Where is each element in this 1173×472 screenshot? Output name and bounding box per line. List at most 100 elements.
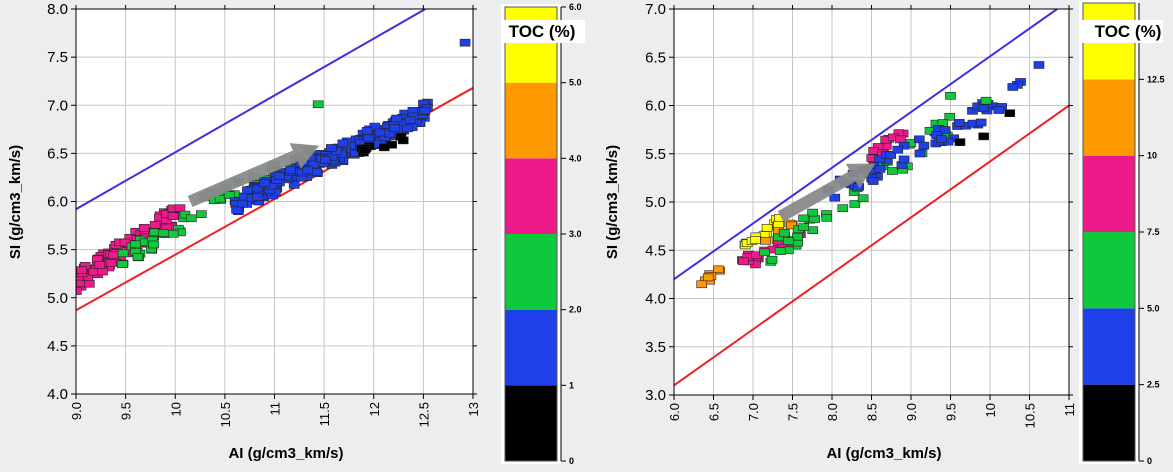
data-point	[798, 214, 809, 223]
x-tick-label: 12	[367, 402, 382, 416]
colorbar-title-plate	[501, 20, 585, 43]
upper-bound-line	[76, 9, 426, 211]
data-point	[326, 144, 337, 152]
data-point	[792, 232, 803, 241]
data-point	[887, 167, 898, 175]
data-point	[231, 205, 242, 214]
data-point	[954, 119, 965, 127]
data-point	[389, 124, 400, 133]
data-point	[913, 135, 925, 144]
data-point	[786, 221, 797, 230]
data-point	[975, 118, 987, 127]
colorbar-band	[505, 309, 557, 386]
data-point	[713, 265, 724, 274]
data-point	[105, 259, 117, 267]
data-point	[798, 223, 809, 231]
data-point	[148, 240, 159, 249]
x-tick-label: 6.5	[707, 403, 722, 421]
x-tick-label: 9.5	[944, 403, 959, 421]
colorbar-title: TOC (%)	[1095, 22, 1162, 41]
colorbar-frame	[1082, 2, 1136, 462]
data-point	[459, 38, 471, 47]
colorbar-band	[505, 234, 557, 310]
x-tick-label: 10.5	[1023, 403, 1038, 428]
y-tick-label: 7.5	[47, 49, 68, 66]
x-tick-label: 6.0	[667, 403, 682, 421]
colorbar-tick-label: 10	[1147, 151, 1157, 161]
colorbar-band	[1083, 232, 1135, 309]
chart-left: 9.0 9.5 10 10.5 11 11.5 12 12.5 13 4.0 4.5 5.0 5.5 6.…	[7, 1, 481, 462]
colorbar-tick-label: 3.0	[569, 229, 582, 239]
data-point	[807, 226, 819, 234]
data-point	[778, 228, 790, 237]
data-point	[837, 204, 849, 212]
data-point	[954, 138, 966, 146]
data-point	[1007, 83, 1019, 91]
x-tick-label: 12.5	[416, 402, 431, 427]
data-point	[696, 280, 707, 289]
data-point	[237, 199, 248, 208]
data-point	[288, 181, 300, 189]
data-point	[186, 214, 197, 223]
data-point	[892, 145, 904, 154]
data-point	[760, 237, 771, 245]
data-point	[242, 186, 253, 195]
data-point	[273, 171, 285, 180]
data-point	[874, 155, 885, 164]
data-point	[1033, 61, 1045, 69]
y-tick-label: 4.5	[47, 338, 68, 355]
data-point	[918, 141, 930, 150]
data-point	[119, 238, 131, 247]
y-tick-label: 4.0	[645, 291, 666, 308]
colorbar-tick-label: 12.5	[1147, 74, 1165, 84]
y-axis-label: SI (g/cm3_km/s)	[7, 145, 24, 259]
x-axis-label: AI (g/cm3_km/s)	[228, 445, 343, 462]
data-point	[702, 273, 714, 282]
data-point	[174, 204, 186, 212]
data-point	[251, 184, 263, 193]
data-point	[829, 193, 841, 202]
data-point	[807, 208, 818, 217]
y-tick-label: 6.0	[645, 98, 666, 115]
data-point	[312, 100, 324, 109]
y-tick-label: 4.0	[47, 386, 68, 403]
x-tick-label: 8.0	[825, 403, 840, 421]
data-point	[993, 106, 1005, 114]
data-point	[195, 210, 207, 218]
data-point	[397, 136, 409, 145]
data-point	[108, 251, 119, 259]
data-point	[149, 221, 161, 229]
colorbar-band	[505, 385, 557, 461]
data-point	[130, 240, 141, 249]
x-tick-label: 8.5	[865, 403, 880, 421]
data-point	[978, 104, 989, 112]
data-point	[898, 155, 910, 164]
x-tick-label: 7.5	[786, 403, 801, 421]
data-point	[361, 127, 373, 135]
data-point	[320, 155, 331, 164]
data-point	[404, 116, 416, 124]
x-axis-label: AI (g/cm3_km/s)	[826, 445, 941, 462]
data-point	[978, 132, 989, 141]
y-tick-label: 3.0	[645, 387, 666, 404]
data-point	[259, 179, 270, 188]
data-point	[867, 177, 879, 185]
data-point	[759, 248, 770, 257]
data-point	[402, 124, 413, 133]
x-tick-label: 11	[268, 402, 283, 416]
colorbar-tick-label: 5.0	[1147, 303, 1160, 313]
data-point	[1004, 109, 1016, 118]
data-point	[157, 229, 169, 237]
x-tick-label: 11	[1062, 403, 1077, 417]
x-tick-label: 7.0	[746, 403, 761, 421]
data-point	[821, 214, 833, 222]
data-point	[167, 212, 179, 221]
y-tick-label: 4.5	[645, 242, 666, 259]
data-point	[83, 279, 95, 288]
colorbar-band	[505, 82, 557, 159]
data-point	[94, 261, 106, 269]
colorbar-tick-label: 2.0	[569, 305, 582, 315]
lower-bound-line	[674, 104, 1069, 387]
data-point	[766, 255, 778, 264]
colorbar-tick-label: 4.0	[569, 153, 582, 163]
